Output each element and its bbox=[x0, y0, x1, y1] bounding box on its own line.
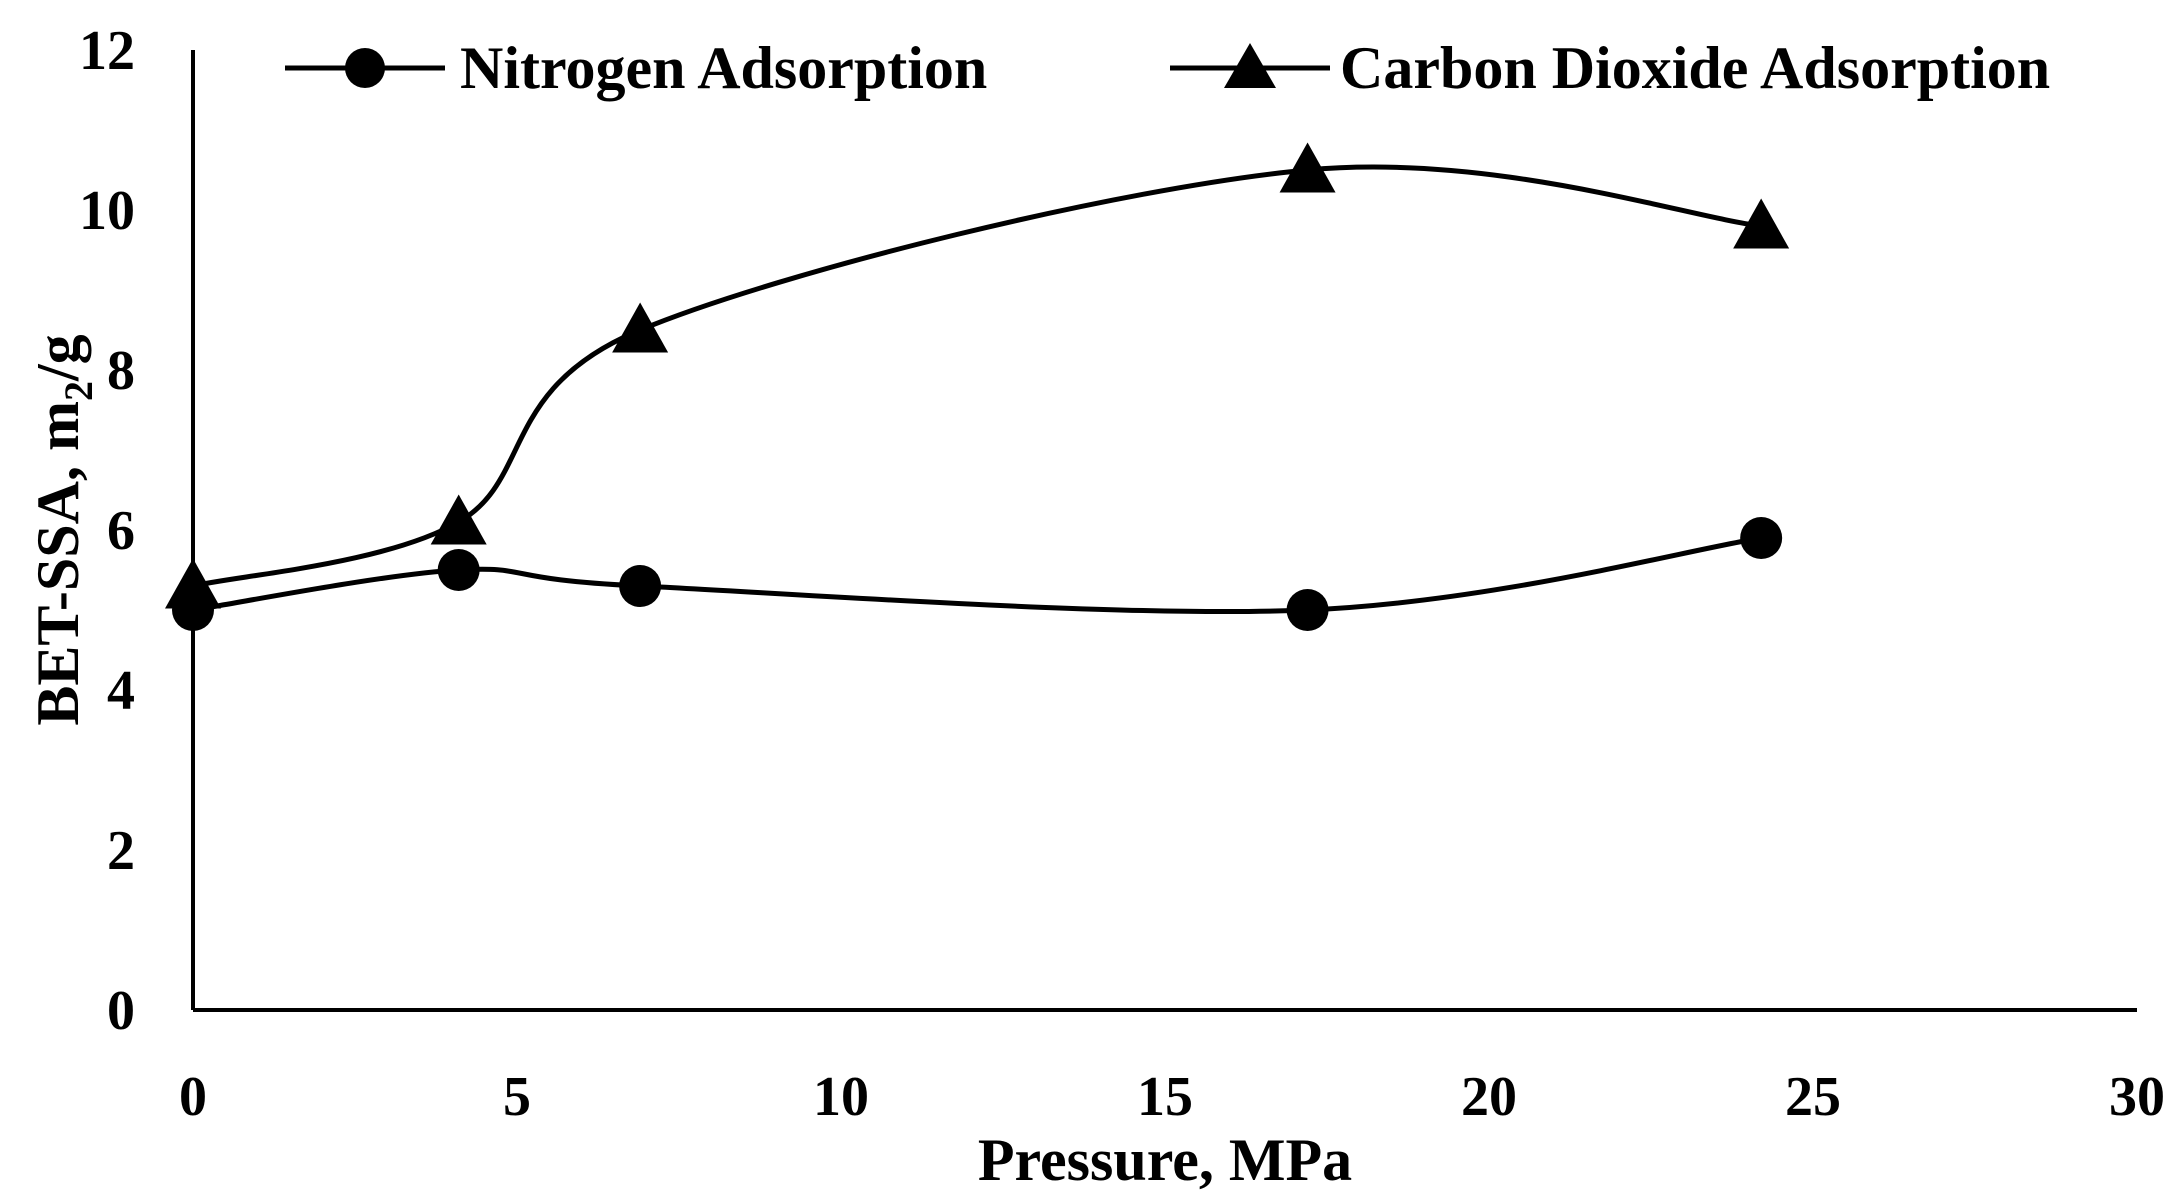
legend-marker-circle bbox=[345, 48, 385, 88]
data-point-nitrogen bbox=[1286, 589, 1329, 631]
legend-label-carbon-dioxide: Carbon Dioxide Adsorption bbox=[1340, 35, 2050, 101]
y-tick-labels: 0 2 4 6 8 10 12 bbox=[79, 20, 135, 1042]
legend: Nitrogen Adsorption Carbon Dioxide Adsor… bbox=[285, 35, 2050, 101]
legend-item-nitrogen: Nitrogen Adsorption bbox=[285, 35, 987, 101]
legend-label-nitrogen: Nitrogen Adsorption bbox=[460, 35, 987, 101]
x-tick-label: 20 bbox=[1461, 1066, 1517, 1128]
data-point-carbon-dioxide bbox=[165, 558, 221, 609]
legend-item-carbon-dioxide: Carbon Dioxide Adsorption bbox=[1170, 35, 2050, 101]
x-tick-label: 25 bbox=[1785, 1066, 1841, 1128]
x-tick-labels: 0 5 10 15 20 25 30 bbox=[179, 1066, 2165, 1128]
x-tick-label: 10 bbox=[813, 1066, 869, 1128]
series-carbon-dioxide bbox=[165, 142, 1790, 609]
y-tick-label: 12 bbox=[79, 20, 135, 82]
data-point-carbon-dioxide bbox=[1279, 142, 1336, 193]
x-axis-title: Pressure, MPa bbox=[978, 1127, 1352, 1193]
series-line-carbon-dioxide bbox=[192, 164, 1762, 589]
data-point-nitrogen bbox=[1740, 517, 1783, 559]
data-point-carbon-dioxide bbox=[430, 494, 487, 545]
y-tick-label: 0 bbox=[107, 980, 135, 1042]
x-tick-label: 5 bbox=[503, 1066, 531, 1128]
y-axis-title-suffix: /g bbox=[25, 334, 91, 382]
y-tick-label: 8 bbox=[107, 340, 135, 402]
y-tick-label: 4 bbox=[107, 660, 135, 722]
x-tick-label: 0 bbox=[179, 1066, 207, 1128]
y-axis-title-subscript: 2 bbox=[56, 381, 101, 401]
series-line-nitrogen bbox=[192, 535, 1762, 615]
data-point-nitrogen bbox=[619, 565, 662, 607]
data-point-carbon-dioxide bbox=[1733, 198, 1790, 249]
y-axis-title: BET-SSA, m2/g bbox=[25, 334, 101, 725]
x-tick-label: 15 bbox=[1137, 1066, 1193, 1128]
data-point-nitrogen bbox=[437, 549, 480, 591]
axes bbox=[191, 50, 2137, 1012]
y-axis-title-main: BET-SSA, m bbox=[25, 401, 91, 726]
series-nitrogen bbox=[172, 517, 1783, 631]
y-tick-label: 6 bbox=[107, 500, 135, 562]
y-tick-label: 10 bbox=[79, 180, 135, 242]
plot-area bbox=[165, 142, 1790, 631]
x-tick-label: 30 bbox=[2109, 1066, 2165, 1128]
y-tick-label: 2 bbox=[107, 820, 135, 882]
legend-marker-triangle bbox=[1224, 43, 1276, 88]
data-point-carbon-dioxide bbox=[612, 302, 669, 353]
